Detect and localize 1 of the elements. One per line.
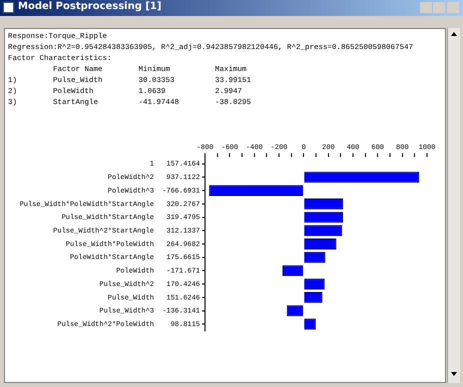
text: Model Postprocessing [1] — [18, 1, 162, 12]
